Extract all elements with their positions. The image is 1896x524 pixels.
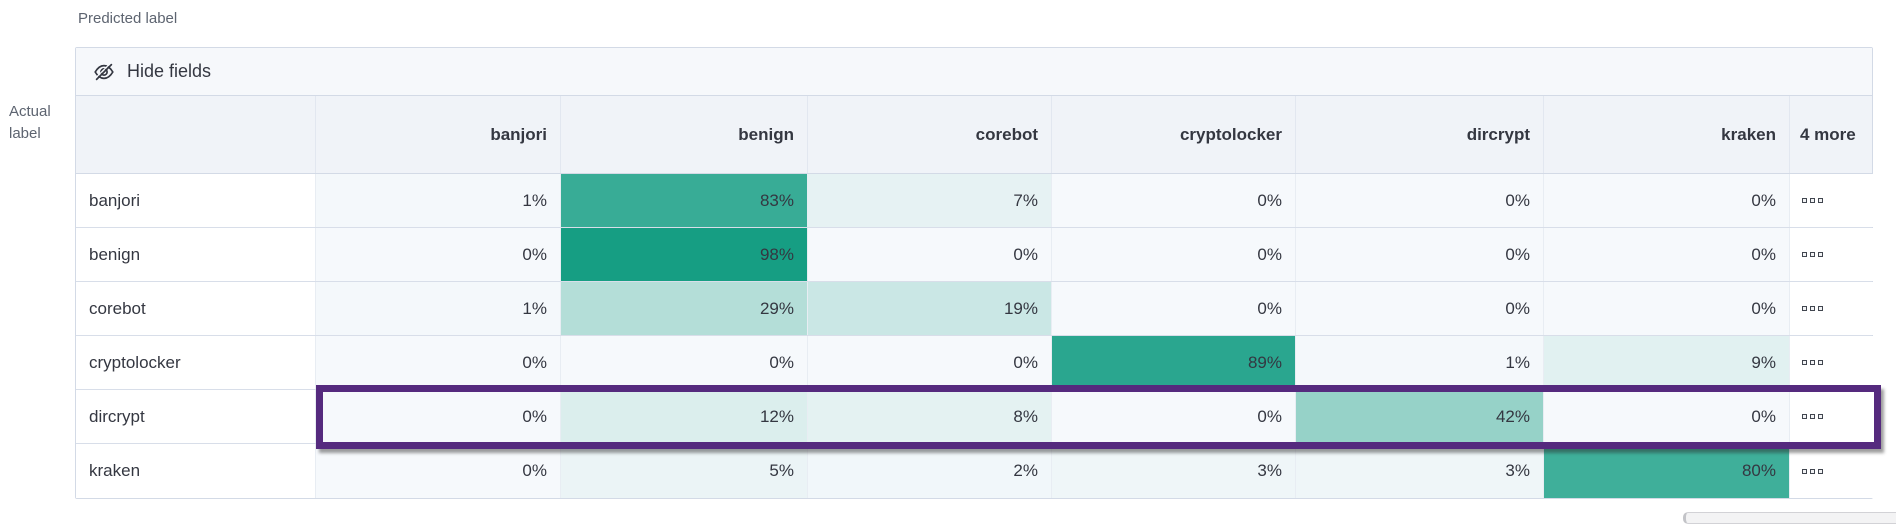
actual-label-line1: Actual <box>9 103 51 120</box>
row-label-dircrypt[interactable]: dircrypt <box>76 390 316 443</box>
matrix-cell-corebot-corebot[interactable]: 19% <box>808 282 1052 335</box>
matrix-cell-kraken-cryptolocker[interactable]: 3% <box>1052 444 1296 498</box>
boxes-horizontal-icon <box>1802 306 1823 311</box>
matrix-rows: banjori 1% 83% 7% 0% 0% 0% benign 0% 98% 0% 0% 0% 0% c… <box>76 174 1874 498</box>
more-columns-cell-corebot[interactable] <box>1790 282 1874 335</box>
matrix-cell-benign-dircrypt[interactable]: 0% <box>1296 228 1544 281</box>
matrix-cell-banjori-dircrypt[interactable]: 0% <box>1296 174 1544 227</box>
matrix-cell-banjori-banjori[interactable]: 1% <box>316 174 561 227</box>
matrix-cell-dircrypt-kraken[interactable]: 0% <box>1544 390 1790 443</box>
matrix-cell-banjori-benign[interactable]: 83% <box>561 174 808 227</box>
matrix-cell-dircrypt-cryptolocker[interactable]: 0% <box>1052 390 1296 443</box>
matrix-row-benign: benign 0% 98% 0% 0% 0% 0% <box>76 228 1874 282</box>
column-header-dircrypt[interactable]: dircrypt <box>1296 96 1544 173</box>
header-corner-cell <box>76 96 316 173</box>
matrix-cell-corebot-banjori[interactable]: 1% <box>316 282 561 335</box>
column-header-kraken[interactable]: kraken <box>1544 96 1790 173</box>
boxes-horizontal-icon <box>1802 468 1823 474</box>
matrix-cell-corebot-kraken[interactable]: 0% <box>1544 282 1790 335</box>
boxes-horizontal-icon <box>1802 198 1823 203</box>
horizontal-scrollbar[interactable] <box>1683 512 1896 524</box>
matrix-cell-dircrypt-corebot[interactable]: 8% <box>808 390 1052 443</box>
matrix-cell-benign-kraken[interactable]: 0% <box>1544 228 1790 281</box>
matrix-cell-cryptolocker-benign[interactable]: 0% <box>561 336 808 389</box>
row-label-cryptolocker[interactable]: cryptolocker <box>76 336 316 389</box>
matrix-cell-dircrypt-banjori[interactable]: 0% <box>316 390 561 443</box>
column-header-banjori[interactable]: banjori <box>316 96 561 173</box>
matrix-cell-kraken-benign[interactable]: 5% <box>561 444 808 498</box>
matrix-cell-corebot-benign[interactable]: 29% <box>561 282 808 335</box>
matrix-cell-banjori-kraken[interactable]: 0% <box>1544 174 1790 227</box>
matrix-row-corebot: corebot 1% 29% 19% 0% 0% 0% <box>76 282 1874 336</box>
predicted-label-axis-title: Predicted label <box>78 10 178 27</box>
actual-label-axis-title: Actual label <box>9 101 51 145</box>
more-columns-cell-kraken[interactable] <box>1790 444 1874 498</box>
matrix-cell-corebot-cryptolocker[interactable]: 0% <box>1052 282 1296 335</box>
matrix-row-dircrypt: dircrypt 0% 12% 8% 0% 42% 0% <box>76 390 1874 444</box>
matrix-cell-kraken-kraken[interactable]: 80% <box>1544 444 1790 498</box>
matrix-cell-corebot-dircrypt[interactable]: 0% <box>1296 282 1544 335</box>
column-header-more[interactable]: 4 more <box>1800 124 1856 144</box>
column-header-row: banjori benign corebot cryptolocker dircrypt… <box>76 96 1872 174</box>
row-label-corebot[interactable]: corebot <box>76 282 316 335</box>
matrix-cell-banjori-cryptolocker[interactable]: 0% <box>1052 174 1296 227</box>
row-label-banjori[interactable]: banjori <box>76 174 316 227</box>
matrix-cell-benign-cryptolocker[interactable]: 0% <box>1052 228 1296 281</box>
column-header-corebot[interactable]: corebot <box>808 96 1052 173</box>
matrix-cell-cryptolocker-corebot[interactable]: 0% <box>808 336 1052 389</box>
hide-fields-label: Hide fields <box>127 61 212 81</box>
matrix-cell-kraken-corebot[interactable]: 2% <box>808 444 1052 498</box>
boxes-horizontal-icon <box>1802 252 1823 257</box>
matrix-row-kraken: kraken 0% 5% 2% 3% 3% 80% <box>76 444 1874 498</box>
matrix-cell-kraken-banjori[interactable]: 0% <box>316 444 561 498</box>
actual-label-line2: label <box>9 125 41 142</box>
matrix-cell-cryptolocker-dircrypt[interactable]: 1% <box>1296 336 1544 389</box>
more-columns-cell-cryptolocker[interactable] <box>1790 336 1874 389</box>
matrix-cell-dircrypt-benign[interactable]: 12% <box>561 390 808 443</box>
matrix-cell-benign-benign[interactable]: 98% <box>561 228 808 281</box>
boxes-horizontal-icon <box>1802 360 1823 365</box>
boxes-horizontal-icon <box>1802 414 1823 419</box>
matrix-cell-cryptolocker-kraken[interactable]: 9% <box>1544 336 1790 389</box>
matrix-cell-benign-corebot[interactable]: 0% <box>808 228 1052 281</box>
confusion-matrix-grid: Hide fields banjori benign corebot cryptolo… <box>75 47 1881 499</box>
matrix-cell-kraken-dircrypt[interactable]: 3% <box>1296 444 1544 498</box>
hide-fields-button[interactable]: Hide fields <box>93 61 211 83</box>
matrix-cell-cryptolocker-cryptolocker[interactable]: 89% <box>1052 336 1296 389</box>
column-header-benign[interactable]: benign <box>561 96 808 173</box>
more-columns-cell-banjori[interactable] <box>1790 174 1874 227</box>
matrix-cell-cryptolocker-banjori[interactable]: 0% <box>316 336 561 389</box>
more-columns-cell-benign[interactable] <box>1790 228 1874 281</box>
matrix-row-banjori: banjori 1% 83% 7% 0% 0% 0% <box>76 174 1874 228</box>
grid-toolbar: Hide fields <box>76 48 1872 96</box>
more-columns-cell-dircrypt[interactable] <box>1790 390 1874 443</box>
row-label-kraken[interactable]: kraken <box>76 444 316 498</box>
matrix-cell-banjori-corebot[interactable]: 7% <box>808 174 1052 227</box>
column-header-cryptolocker[interactable]: cryptolocker <box>1052 96 1296 173</box>
row-label-benign[interactable]: benign <box>76 228 316 281</box>
eye-closed-icon <box>93 61 115 83</box>
matrix-row-cryptolocker: cryptolocker 0% 0% 0% 89% 1% 9% <box>76 336 1874 390</box>
matrix-cell-benign-banjori[interactable]: 0% <box>316 228 561 281</box>
matrix-cell-dircrypt-dircrypt[interactable]: 42% <box>1296 390 1544 443</box>
